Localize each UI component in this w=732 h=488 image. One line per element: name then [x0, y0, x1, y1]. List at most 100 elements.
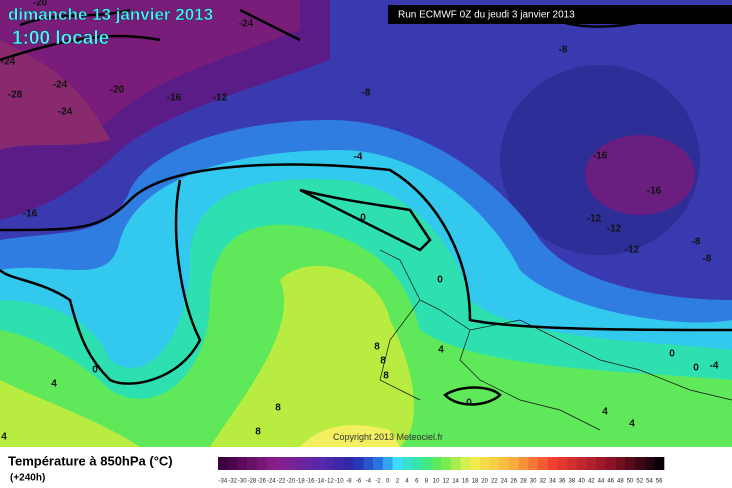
isotherm-label: -20 — [110, 85, 125, 96]
colorbar-tick-label: -24 — [267, 479, 276, 485]
colorbar-tick-label: 46 — [607, 479, 614, 485]
colorbar-swatch — [576, 457, 587, 470]
colorbar-swatch — [421, 457, 432, 470]
colorbar-tick-label: -30 — [238, 479, 247, 485]
isotherm-label: 0 — [466, 398, 472, 409]
colorbar-tick-label: -6 — [356, 479, 362, 485]
colorbar-tick-label: 18 — [472, 479, 479, 485]
colorbar-swatch — [373, 457, 384, 470]
colorbar-swatch — [305, 457, 316, 470]
colorbar-tick-label: 36 — [559, 479, 566, 485]
isotherm-label: 4 — [629, 419, 635, 430]
isotherm-label: 4 — [1, 432, 7, 443]
zero-isotherm — [443, 386, 502, 406]
colorbar-tick-label: 52 — [636, 479, 643, 485]
colorbar-tick-label: 0 — [386, 479, 390, 485]
low-core — [585, 135, 695, 215]
isotherm-label: -12 — [625, 245, 640, 256]
isotherm-label: -8 — [362, 88, 371, 99]
colorbar-tick-label: 8 — [425, 479, 429, 485]
coastline — [379, 249, 732, 431]
colorbar-swatch — [537, 457, 548, 470]
colorbar-swatch — [625, 457, 636, 470]
warmer-region — [0, 380, 140, 447]
copyright: Copyright 2013 Meteociel.fr — [333, 432, 443, 442]
isotherm-label: -8 — [703, 254, 712, 265]
isotherm-label: -16 — [23, 209, 38, 220]
colorbar-tick-label: -20 — [286, 479, 295, 485]
colorbar-tick-label: 44 — [598, 479, 605, 485]
colorbar-swatch — [237, 457, 248, 470]
colorbar-tick-label: 32 — [539, 479, 546, 485]
isotherm-label: -16 — [593, 151, 608, 162]
colorbar-swatch — [644, 457, 655, 470]
date-title: dimanche 13 janvier 2013 — [8, 5, 213, 24]
colorbar-tick-label: -28 — [248, 479, 257, 485]
colorbar-tick-label: 24 — [501, 479, 508, 485]
colorbar-tick-label: 34 — [549, 479, 556, 485]
time-title: 1:00 locale — [12, 28, 109, 49]
colorbar-swatch — [266, 457, 277, 470]
colorbar-swatch — [547, 457, 558, 470]
lead-time: (+240h) — [10, 473, 45, 484]
zero-isotherm — [0, 179, 202, 385]
colorbar-swatch — [353, 457, 364, 470]
colorbar-tick-label: 2 — [396, 479, 400, 485]
colorbar-swatch — [567, 457, 578, 470]
isotherm-label: -24 — [58, 107, 73, 118]
colorbar-tick-label: 40 — [578, 479, 585, 485]
colorbar-tick-label: 56 — [656, 479, 663, 485]
colorbar-swatch — [586, 457, 597, 470]
isotherm-label: -16 — [647, 186, 662, 197]
isotherm-label: 0 — [360, 213, 366, 224]
isotherm-label: -4 — [710, 361, 719, 372]
run-info: Run ECMWF 0Z du jeudi 3 janvier 2013 — [398, 10, 575, 21]
colorbar-swatch — [557, 457, 568, 470]
warmer-region — [210, 265, 414, 447]
isotherm-label: 0 — [693, 363, 699, 374]
colorbar-tick-label: -26 — [257, 479, 266, 485]
colorbar-tick-label: 28 — [520, 479, 527, 485]
colorbar-tick-label: -16 — [306, 479, 315, 485]
colorbar-swatch — [218, 457, 228, 470]
colorbar-tick-label: -2 — [375, 479, 381, 485]
colorbar-swatch — [324, 457, 335, 470]
zero-isotherm — [0, 163, 732, 332]
colorbar-tick-label: -14 — [315, 479, 324, 485]
colorbar-tick-label: -12 — [325, 479, 334, 485]
isotherm-label: 8 — [275, 403, 281, 414]
isotherm-label: -24 — [239, 19, 254, 30]
colorbar-swatch — [528, 457, 539, 470]
isotherm-label: -24 — [1, 57, 16, 68]
colorbar-swatch — [441, 457, 451, 470]
colorbar-tick-label: 48 — [617, 479, 624, 485]
colorbar-tick-label: 16 — [462, 479, 469, 485]
colorbar-swatch — [382, 457, 393, 470]
warmest-region — [300, 425, 400, 447]
isotherm-label: -8 — [559, 45, 568, 56]
cold-core — [0, 40, 110, 150]
colorbar-tick-label: -18 — [296, 479, 305, 485]
colorbar-tick-label: -10 — [335, 479, 344, 485]
colorbar: -34 -32 -30 -28 -26 -24 -22 -20 -18 -16 -14 -12 -10-… — [218, 457, 665, 485]
colorbar-swatch — [460, 457, 471, 470]
colorbar-tick-label: 26 — [510, 479, 517, 485]
colorbar-tick-label: -34 — [219, 479, 228, 485]
map: -20-24-24-28-24-24-20-16 -12 -8-8-16-16-12… — [0, 0, 732, 447]
colorbar-swatch — [285, 457, 296, 470]
colorbar-swatch — [508, 457, 519, 470]
colorbar-swatch — [295, 457, 306, 470]
legend-title: Température à 850hPa (°C) — [8, 453, 173, 468]
isotherm-label: 4 — [602, 407, 608, 418]
colorbar-tick-label: 38 — [569, 479, 576, 485]
colorbar-swatch — [334, 457, 345, 470]
run-banner — [388, 5, 732, 24]
isotherm-label: 4 — [51, 379, 57, 390]
colorbar-swatch — [499, 457, 510, 470]
colorbar-swatch — [227, 457, 238, 470]
isotherm-label: -8 — [692, 237, 701, 248]
colorbar-tick-label: 30 — [530, 479, 537, 485]
colorbar-swatch — [392, 457, 403, 470]
colorbar-tick-label: 54 — [646, 479, 653, 485]
colorbar-swatch — [479, 457, 490, 470]
